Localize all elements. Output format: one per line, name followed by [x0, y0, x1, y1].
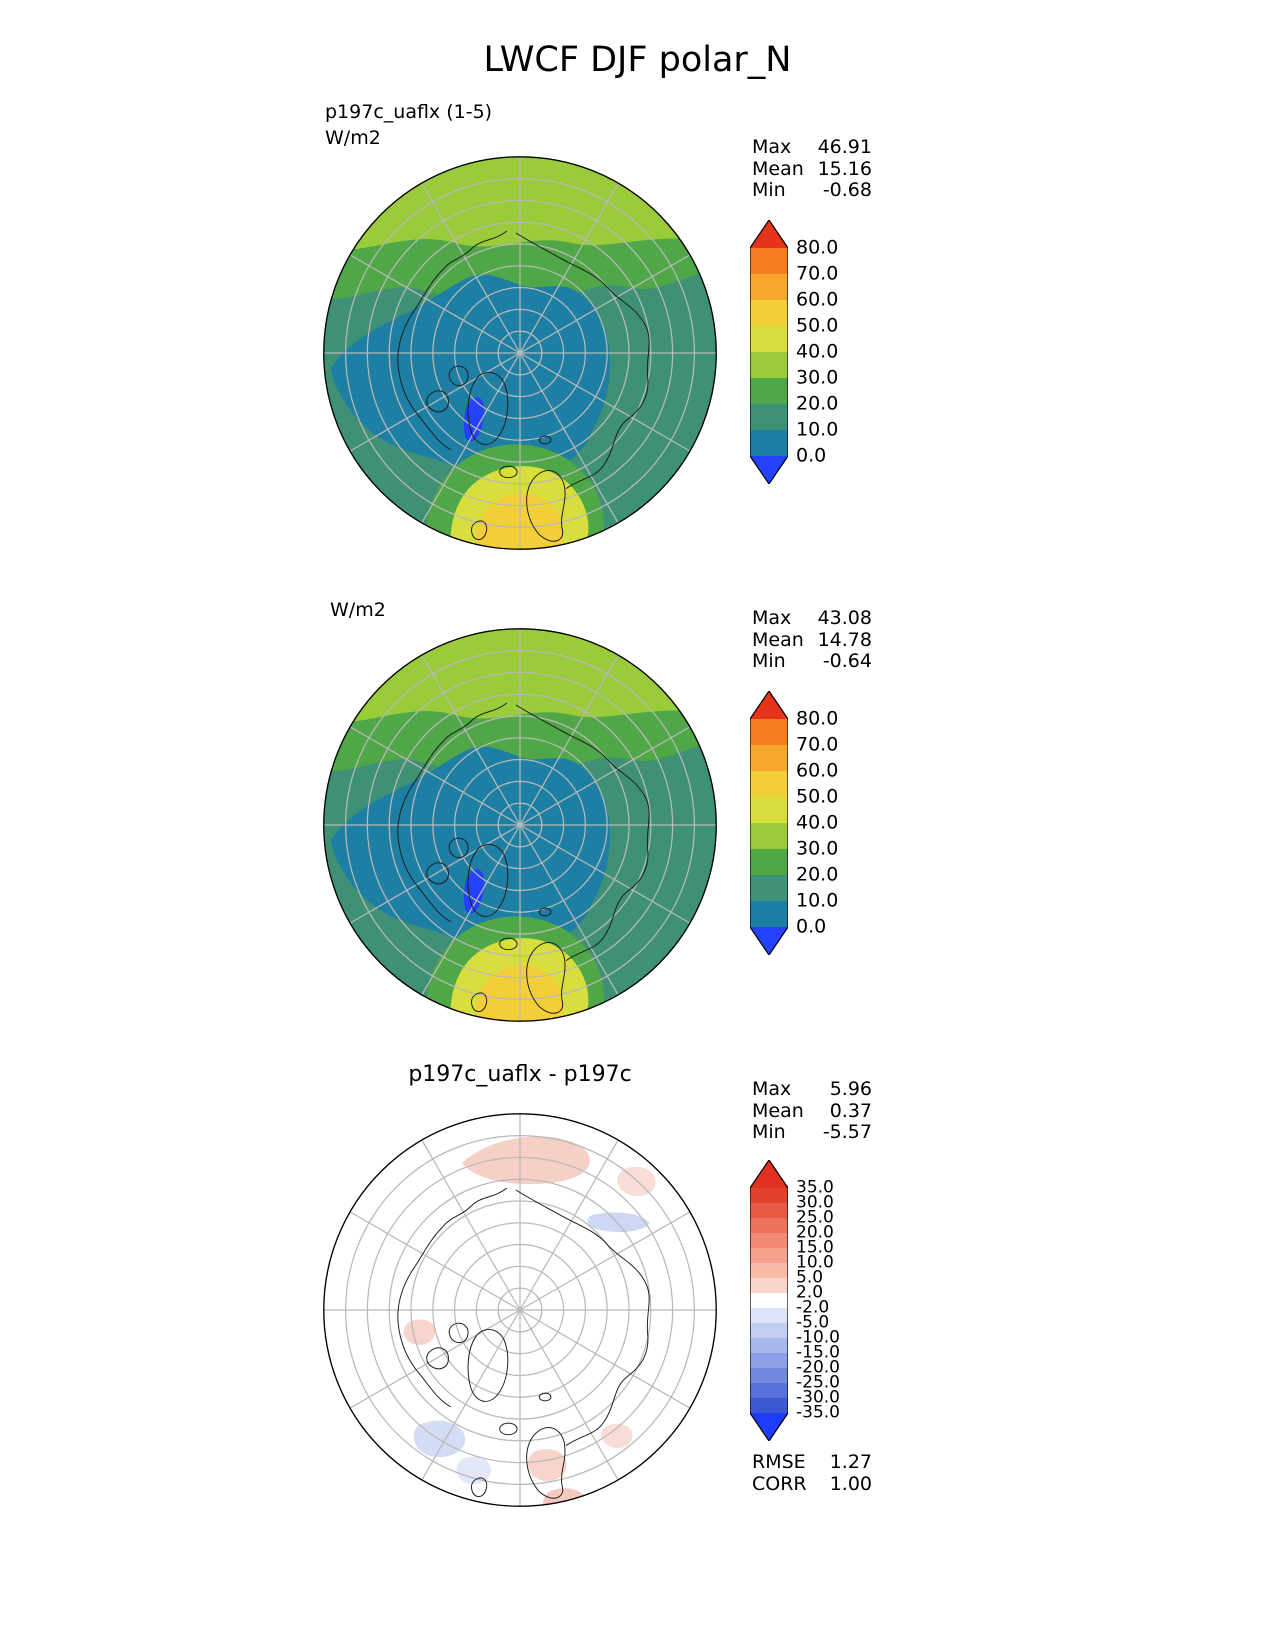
colorbar-tick-label: -15.0: [796, 1342, 840, 1363]
stat-label: RMSE: [752, 1451, 806, 1473]
stat-label: Mean: [752, 628, 804, 651]
colorbar-tick-label: 50.0: [796, 314, 839, 337]
stat-row: Min -0.68: [752, 179, 872, 202]
colorbar-tick-label: 40.0: [796, 811, 839, 834]
stat-label: Mean: [752, 1099, 804, 1122]
colorbar-tick-label: 15.0: [796, 1237, 834, 1258]
colorbar-gradient: [749, 1158, 789, 1443]
panel3-title: p197c_uaflx - p197c: [408, 1062, 632, 1087]
polar-map-reference: [317, 622, 723, 1028]
panel2-label: W/m2: [330, 597, 386, 623]
colorbar-gradient: [749, 689, 789, 957]
stat-row: Max 5.96: [752, 1078, 872, 1101]
colorbar-tick-label: 10.0: [796, 418, 839, 441]
colorbar-tick-label: 20.0: [796, 1222, 834, 1243]
colorbar-tick-label: 25.0: [796, 1207, 834, 1228]
colorbar-tick-label: 30.0: [796, 366, 839, 389]
stat-row: Min -5.57: [752, 1121, 872, 1144]
colorbar-reference: 80.0 70.0 60.0 50.0 40.0 30.0 20.0 10.0 0.0: [749, 689, 880, 960]
colorbar-tick-label: -30.0: [796, 1387, 840, 1408]
colorbar-tick-label: 5.0: [796, 1267, 824, 1288]
colorbar-tick-label: -10.0: [796, 1327, 840, 1348]
colorbar-tick-label: -20.0: [796, 1357, 840, 1378]
colorbar-difference: 35.0 30.0 25.0 20.0 15.0 10.0 5.0 2.0 -2.0 -5.0 -1…: [749, 1158, 880, 1446]
panel1-stats: Max 46.91 Mean 15.16 Min -0.68: [752, 136, 872, 202]
stat-value: 5.96: [829, 1078, 872, 1100]
stat-value: 43.08: [817, 607, 872, 629]
stat-value: 15.16: [817, 157, 872, 180]
colorbar-tick-label: 35.0: [796, 1177, 834, 1198]
panel1-label: p197c_uaflx (1-5) W/m2: [325, 99, 492, 151]
panel2-stats: Max 43.08 Mean 14.78 Min -0.64: [752, 607, 872, 673]
colorbar-tick-label: 50.0: [796, 785, 839, 808]
stat-label: Max: [752, 607, 792, 629]
colorbar-tick-label: -35.0: [796, 1402, 840, 1423]
panel1-units-label: W/m2: [325, 127, 381, 149]
colorbar-tick-label: 20.0: [796, 392, 839, 415]
colorbar-tick-label: 30.0: [796, 837, 839, 860]
stat-label: CORR: [752, 1472, 807, 1495]
panel3-skill-stats: RMSE 1.27 CORR 1.00: [752, 1451, 872, 1496]
colorbar-gradient: [749, 218, 789, 486]
colorbar-tick-label: 0.0: [796, 444, 827, 467]
colorbar-tick-label: 40.0: [796, 340, 839, 363]
stat-value: 0.37: [829, 1099, 872, 1122]
stat-value: -0.64: [822, 650, 872, 672]
stat-value: -5.57: [822, 1121, 872, 1143]
colorbar-tick-label: 30.0: [796, 1192, 834, 1213]
colorbar-tick-label: 60.0: [796, 759, 839, 782]
stat-value: 1.27: [829, 1451, 872, 1473]
colorbar-tick-label: 0.0: [796, 915, 827, 938]
colorbar-tick-label: 80.0: [796, 707, 839, 730]
stat-row: Mean 14.78: [752, 628, 872, 652]
colorbar-tick-label: -2.0: [796, 1297, 830, 1318]
stat-row: Min -0.64: [752, 650, 872, 673]
stat-label: Min: [752, 650, 786, 672]
stat-row: RMSE 1.27: [752, 1451, 872, 1474]
colorbar-tick-label: 10.0: [796, 1252, 834, 1273]
colorbar-model: 80.0 70.0 60.0 50.0 40.0 30.0 20.0 10.0 0.0: [749, 218, 880, 489]
colorbar-tick-label: 60.0: [796, 288, 839, 311]
colorbar-tick-label: 10.0: [796, 889, 839, 912]
stat-value: -0.68: [822, 179, 872, 201]
colorbar-tick-label: 20.0: [796, 863, 839, 886]
polar-map-model: [317, 150, 723, 556]
stat-row: Mean 0.37: [752, 1099, 872, 1123]
panel2-units-label: W/m2: [330, 599, 386, 621]
stat-label: Min: [752, 1121, 786, 1143]
stat-row: Max 43.08: [752, 607, 872, 630]
stat-label: Max: [752, 136, 792, 158]
stat-value: 46.91: [817, 136, 872, 158]
stat-label: Mean: [752, 157, 804, 180]
panel3-stats: Max 5.96 Mean 0.37 Min -5.57: [752, 1078, 872, 1144]
polar-map-difference: [317, 1107, 723, 1513]
colorbar-tick-label: 80.0: [796, 236, 839, 259]
colorbar-tick-label: -25.0: [796, 1372, 840, 1393]
colorbar-tick-label: 70.0: [796, 733, 839, 756]
stat-value: 14.78: [817, 628, 872, 651]
stat-row: Mean 15.16: [752, 157, 872, 181]
colorbar-tick-label: 70.0: [796, 262, 839, 285]
stat-row: CORR 1.00: [752, 1472, 872, 1496]
panel1-variable-label: p197c_uaflx (1-5): [325, 101, 493, 123]
stat-row: Max 46.91: [752, 136, 872, 159]
stat-label: Min: [752, 179, 786, 201]
colorbar-tick-label: -5.0: [796, 1312, 830, 1333]
stat-label: Max: [752, 1078, 792, 1100]
stat-value: 1.00: [829, 1472, 872, 1495]
figure-title: LWCF DJF polar_N: [483, 40, 792, 80]
colorbar-tick-label: 2.0: [796, 1282, 824, 1303]
